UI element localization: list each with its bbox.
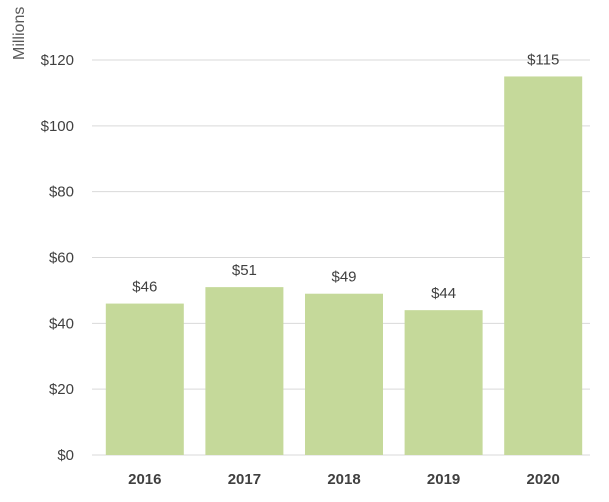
y-tick-label: $60 [49,250,74,267]
data-labels: $46 $51 $49 $44 $115 [132,51,559,302]
bar-2016 [105,303,184,455]
data-label-2016: $46 [132,279,157,296]
x-axis-category-labels: 2016 2017 2018 2019 2020 [128,471,560,488]
data-label-2020: $115 [527,51,559,68]
x-tick-label-2018: 2018 [327,471,360,488]
y-tick-label: $20 [49,381,74,398]
y-axis-title: Millions [11,7,28,60]
bars [105,76,583,455]
data-label-2017: $51 [232,262,257,279]
bar-2019 [404,310,483,455]
x-tick-label-2016: 2016 [128,471,161,488]
x-tick-label-2017: 2017 [228,471,261,488]
bar-2020 [504,76,583,455]
bar-2017 [205,287,284,455]
y-tick-label: $40 [49,315,74,332]
y-axis-tick-labels: $0 $20 $40 $60 $80 $100 $120 [41,52,74,464]
data-label-2018: $49 [331,269,356,286]
y-tick-label: $80 [49,184,74,201]
y-tick-label: $100 [41,118,74,135]
data-label-2019: $44 [431,285,456,302]
y-tick-label: $120 [41,52,74,69]
bar-2018 [305,293,383,455]
x-tick-label-2020: 2020 [527,471,560,488]
y-tick-label: $0 [57,447,74,464]
x-tick-label-2019: 2019 [427,471,460,488]
